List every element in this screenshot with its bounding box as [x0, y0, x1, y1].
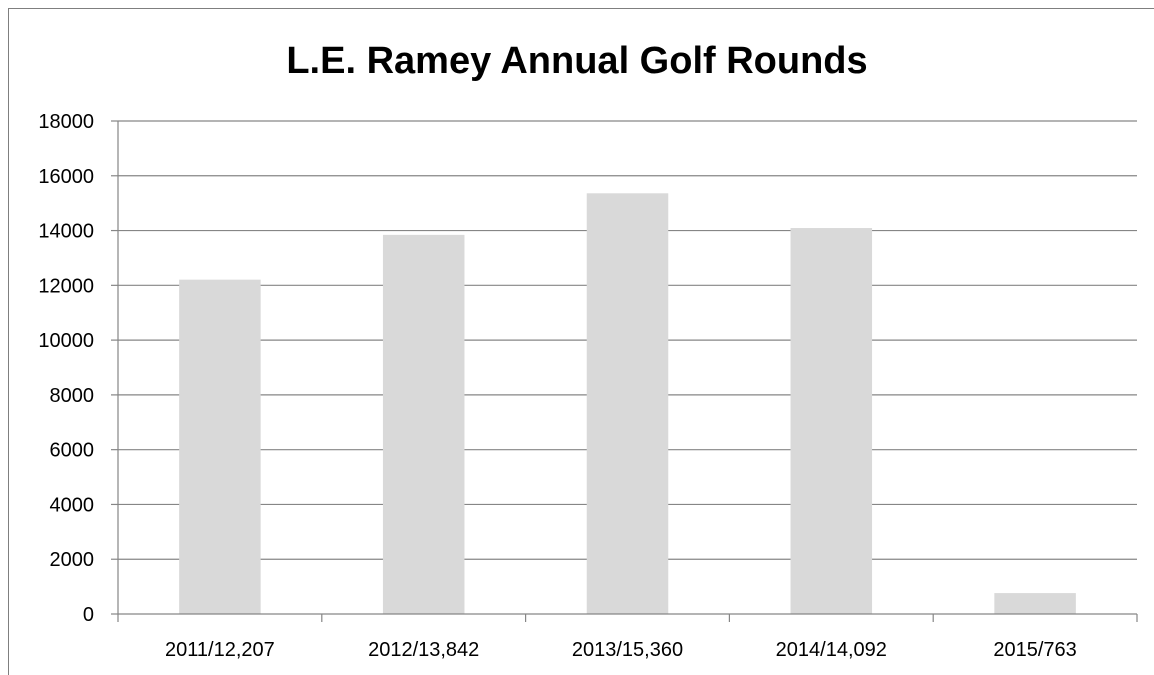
- y-tick-label: 6000: [50, 440, 95, 462]
- y-tick-label: 12000: [38, 275, 94, 297]
- x-tick-labels: 2011/12,207 2012/13,842 2013/15,360 2014/14…: [165, 639, 1077, 661]
- chart-title: L.E. Ramey Annual Golf Rounds: [286, 40, 868, 82]
- y-tick-label: 18000: [38, 111, 94, 133]
- bar: [382, 234, 465, 614]
- x-tick-label: 2012/13,842: [368, 639, 479, 661]
- axes: [111, 120, 1138, 622]
- bar: [994, 593, 1076, 614]
- x-tick-label: 2015/763: [993, 639, 1076, 661]
- y-tick-label: 0: [83, 604, 94, 626]
- x-tick-label: 2013/15,360: [572, 639, 683, 661]
- y-tick-label: 4000: [50, 494, 95, 516]
- y-tick-label: 14000: [38, 221, 94, 243]
- bar: [179, 279, 261, 614]
- bar: [790, 228, 873, 615]
- y-tick-labels: 0 2000 4000 6000 8000 10000 12000 14000 16000 180…: [38, 111, 94, 626]
- x-tick-label: 2014/14,092: [776, 639, 887, 661]
- y-tick-label: 16000: [38, 166, 94, 188]
- bars: [179, 193, 1076, 615]
- y-tick-label: 10000: [38, 330, 94, 352]
- y-tick-label: 2000: [50, 549, 95, 571]
- y-tick-label: 8000: [50, 385, 95, 407]
- bar: [586, 193, 669, 614]
- x-tick-label: 2011/12,207: [165, 639, 275, 661]
